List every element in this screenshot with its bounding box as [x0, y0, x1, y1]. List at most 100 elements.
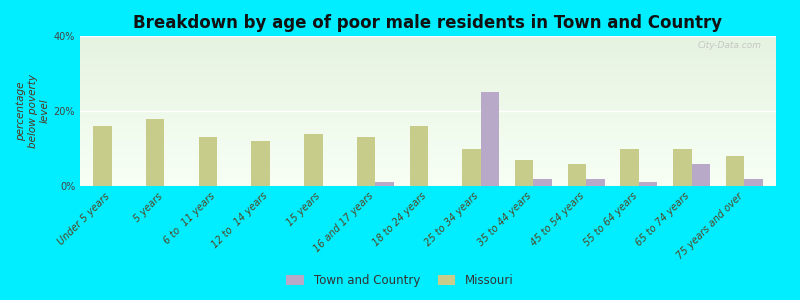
- Bar: [80, 137, 776, 138]
- Bar: [80, 101, 776, 102]
- Bar: [80, 63, 776, 64]
- Bar: [462, 148, 481, 186]
- Bar: [80, 120, 776, 121]
- Bar: [80, 92, 776, 93]
- Bar: [80, 100, 776, 101]
- Bar: [80, 56, 776, 57]
- Bar: [534, 178, 552, 186]
- Bar: [80, 47, 776, 48]
- Bar: [80, 144, 776, 145]
- Legend: Town and Country, Missouri: Town and Country, Missouri: [282, 269, 518, 292]
- Bar: [80, 106, 776, 107]
- Bar: [80, 37, 776, 38]
- Bar: [80, 84, 776, 85]
- Bar: [80, 163, 776, 164]
- Bar: [80, 127, 776, 128]
- Bar: [80, 134, 776, 135]
- Bar: [80, 87, 776, 88]
- Bar: [744, 178, 763, 186]
- Bar: [80, 152, 776, 153]
- Bar: [80, 71, 776, 72]
- Bar: [80, 165, 776, 166]
- Bar: [80, 166, 776, 167]
- Bar: [357, 137, 375, 186]
- Bar: [80, 110, 776, 111]
- Bar: [80, 160, 776, 161]
- Bar: [80, 139, 776, 140]
- Bar: [80, 143, 776, 144]
- Bar: [80, 177, 776, 178]
- Bar: [80, 64, 776, 65]
- Bar: [80, 117, 776, 118]
- Bar: [93, 126, 112, 186]
- Bar: [80, 42, 776, 43]
- Bar: [80, 95, 776, 96]
- Bar: [410, 126, 428, 186]
- Bar: [80, 69, 776, 70]
- Bar: [80, 171, 776, 172]
- Bar: [80, 72, 776, 73]
- Bar: [375, 182, 394, 186]
- Bar: [80, 111, 776, 112]
- Bar: [146, 118, 164, 186]
- Bar: [568, 164, 586, 186]
- Bar: [80, 57, 776, 58]
- Bar: [80, 116, 776, 117]
- Bar: [80, 52, 776, 53]
- Bar: [80, 44, 776, 45]
- Bar: [80, 50, 776, 51]
- Bar: [80, 169, 776, 170]
- Bar: [80, 160, 776, 161]
- Bar: [80, 59, 776, 60]
- Bar: [80, 77, 776, 78]
- Bar: [80, 68, 776, 69]
- Bar: [80, 113, 776, 114]
- Bar: [80, 162, 776, 163]
- Bar: [80, 153, 776, 154]
- Bar: [80, 109, 776, 110]
- Bar: [80, 146, 776, 147]
- Bar: [80, 128, 776, 129]
- Bar: [80, 112, 776, 113]
- Bar: [80, 54, 776, 55]
- Bar: [80, 48, 776, 49]
- Bar: [80, 55, 776, 56]
- Bar: [80, 126, 776, 127]
- Bar: [80, 176, 776, 177]
- Bar: [80, 149, 776, 150]
- Bar: [80, 81, 776, 82]
- Bar: [80, 99, 776, 100]
- Y-axis label: percentage
below poverty
level: percentage below poverty level: [16, 74, 50, 148]
- Text: City-Data.com: City-Data.com: [698, 40, 762, 50]
- Bar: [80, 154, 776, 155]
- Bar: [80, 122, 776, 123]
- Bar: [80, 76, 776, 77]
- Bar: [80, 182, 776, 183]
- Bar: [80, 159, 776, 160]
- Bar: [80, 170, 776, 171]
- Bar: [80, 167, 776, 168]
- Bar: [80, 180, 776, 181]
- Bar: [726, 156, 744, 186]
- Bar: [304, 134, 322, 186]
- Bar: [80, 147, 776, 148]
- Bar: [80, 164, 776, 165]
- Bar: [80, 121, 776, 122]
- Bar: [80, 179, 776, 180]
- Bar: [198, 137, 217, 186]
- Bar: [80, 185, 776, 186]
- Bar: [80, 140, 776, 141]
- Bar: [80, 75, 776, 76]
- Bar: [80, 169, 776, 170]
- Bar: [80, 74, 776, 75]
- Bar: [80, 184, 776, 185]
- Bar: [80, 181, 776, 182]
- Bar: [80, 39, 776, 40]
- Bar: [80, 66, 776, 67]
- Bar: [80, 73, 776, 74]
- Bar: [80, 96, 776, 97]
- Bar: [80, 168, 776, 169]
- Bar: [692, 164, 710, 186]
- Bar: [80, 108, 776, 109]
- Bar: [481, 92, 499, 186]
